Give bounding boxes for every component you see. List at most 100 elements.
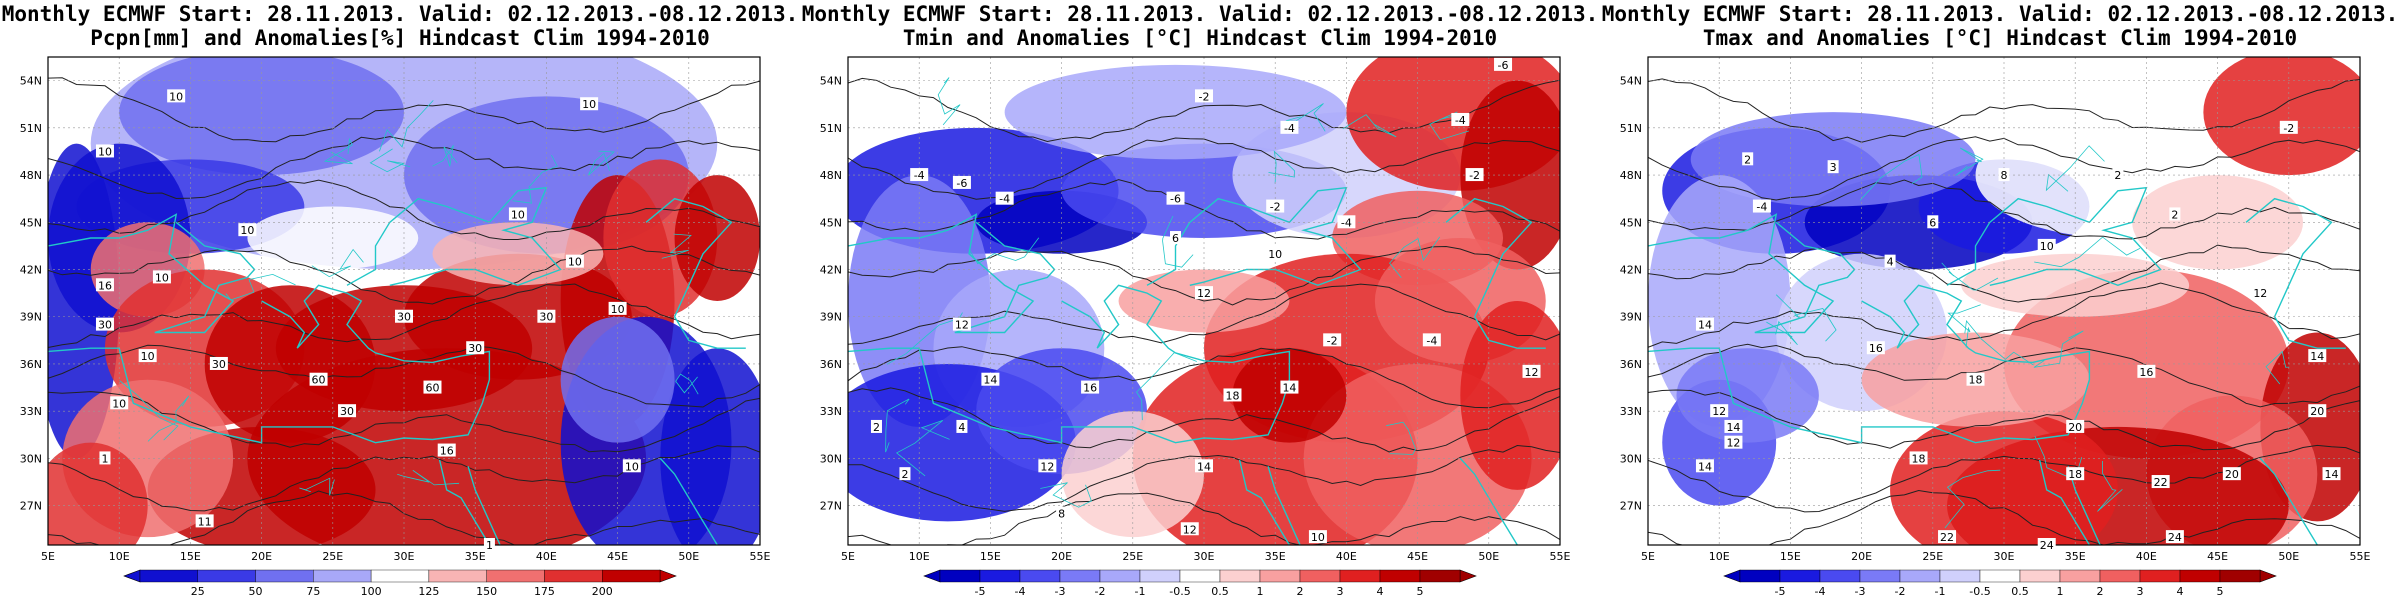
latitude-label: 36N <box>1620 358 1642 371</box>
coastline <box>848 213 1056 334</box>
colorbar-swatch <box>139 569 198 583</box>
contour-label-box <box>99 451 111 465</box>
latitude-label: 30N <box>1620 452 1642 465</box>
colorbar-right-arrow <box>659 569 677 583</box>
latitude-label: 42N <box>20 264 42 277</box>
contour-label: 10 <box>98 145 112 158</box>
contour-label-box <box>1337 215 1356 229</box>
precipitation-map: 10 10 10 10 10 10 10 16 30 10 30 60 30 60 30 30 10 30 16 10… <box>20 56 771 598</box>
contour-label: 10 <box>1268 248 1282 261</box>
country-border <box>661 233 692 259</box>
contour-label-box <box>2037 538 2056 551</box>
country-border <box>1285 103 1326 132</box>
latitude-label: 54N <box>820 75 842 88</box>
contour-label-box <box>110 396 129 410</box>
contour-label-box <box>1522 364 1541 378</box>
colorbar-tick-label: 100 <box>361 585 382 598</box>
country-border <box>369 148 411 173</box>
anomaly-blob <box>2203 57 2360 176</box>
contour-label-box <box>152 270 171 284</box>
contour-label: 60 <box>425 382 439 395</box>
contour-label-box <box>1195 459 1213 473</box>
contour-label-box <box>2169 207 2181 221</box>
latitude-label: 51N <box>20 122 42 135</box>
latitude-label: 54N <box>1620 75 1642 88</box>
longitude-label: 55E <box>1550 550 1571 563</box>
coastline <box>1238 459 1301 545</box>
country-border <box>885 398 910 453</box>
contour-label: 12 <box>955 319 969 332</box>
contour-label-box <box>167 89 186 103</box>
latitude-label: 48N <box>20 169 42 182</box>
colorbar-swatch <box>1019 569 1061 583</box>
contour-label: 2 <box>901 468 908 481</box>
contour-label: 10 <box>625 460 639 473</box>
anomaly-blob <box>1460 301 1560 490</box>
colorbar-tick-label: 1 <box>1257 585 1264 598</box>
colorbar-swatch <box>2179 569 2221 583</box>
contour-label: 30 <box>397 311 411 324</box>
longitude-label: 30E <box>1994 550 2015 563</box>
coastline <box>1146 186 1362 287</box>
contour-label-box <box>2308 349 2327 363</box>
contour-label: 30 <box>98 319 112 332</box>
longitude-label: 15E <box>1780 550 1801 563</box>
longitude-label: 5E <box>841 550 855 563</box>
contour-label: 12 <box>1726 437 1740 450</box>
contour-label: 20 <box>2068 421 2082 434</box>
latitude-label: 33N <box>1620 405 1642 418</box>
contour-label: 10 <box>169 90 183 103</box>
contour-label: 2 <box>2114 169 2121 182</box>
contour-label-box <box>952 175 971 189</box>
contour-label-box <box>1081 380 1100 394</box>
colorbar-swatch <box>602 569 661 583</box>
colorbar-swatch <box>1059 569 1101 583</box>
contour-line <box>1648 244 2360 303</box>
contour-label-box <box>2137 364 2156 378</box>
contour-label-box <box>995 191 1014 205</box>
contour-label: -4 <box>1284 122 1295 135</box>
contour-label-box <box>1998 168 2010 182</box>
colorbar-swatch <box>1379 569 1421 583</box>
country-border <box>2265 350 2290 385</box>
contour-label-box <box>1742 152 1754 166</box>
colorbar-tick-label: 3 <box>2137 585 2144 598</box>
panel-title-line1: Monthly ECMWF Start: 28.11.2013. Valid: … <box>801 2 1599 26</box>
contour-label-box <box>95 278 114 292</box>
country-border <box>675 373 699 395</box>
contour-label-box <box>95 144 114 158</box>
contour-line <box>48 344 760 408</box>
longitude-label: 40E <box>536 550 557 563</box>
contour-label: 30 <box>539 311 553 324</box>
contour-label-box <box>2066 419 2085 433</box>
contour-label-box <box>1927 215 1939 229</box>
contour-label: 8 <box>1058 508 1065 521</box>
contour-label: 20 <box>2225 468 2239 481</box>
longitude-label: 50E <box>2278 550 2299 563</box>
longitude-label: 55E <box>2350 550 2371 563</box>
contour-label: 6 <box>1172 232 1179 245</box>
contour-label-box <box>1195 89 1213 103</box>
coastline <box>438 459 501 545</box>
contour-line <box>848 245 1560 306</box>
contour-line <box>848 444 1560 512</box>
colorbar-tick-label: -5 <box>975 585 986 598</box>
coastline <box>346 186 562 287</box>
colorbar-swatch <box>544 569 603 583</box>
country-border <box>1859 153 1923 201</box>
colorbar-tick-label: 0.5 <box>1211 585 1229 598</box>
contour-label: 20 <box>2310 405 2324 418</box>
contour-label-box <box>910 168 929 182</box>
colorbar-tick-label: -0.5 <box>1969 585 1990 598</box>
contour-label-box <box>622 459 641 473</box>
coastline <box>48 213 256 334</box>
contour-label-box <box>2251 286 2270 300</box>
longitude-label: 30E <box>394 550 415 563</box>
colorbar-swatch <box>1939 569 1981 583</box>
country-border <box>2097 461 2123 512</box>
contour-label-box <box>1884 254 1896 268</box>
contour-label: 4 <box>958 421 965 434</box>
longitude-label: 5E <box>41 550 55 563</box>
colorbar-right-arrow <box>2259 569 2277 583</box>
